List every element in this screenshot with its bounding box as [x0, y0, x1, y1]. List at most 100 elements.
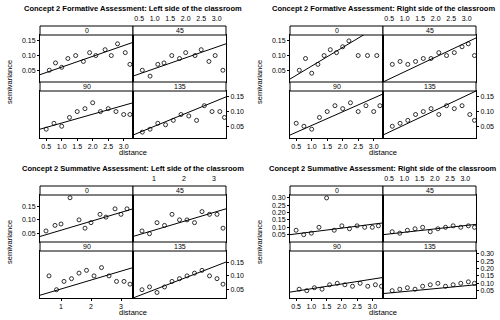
svg-text:Concept 2 Summative Assessment: Concept 2 Summative Assessment: Right si… [269, 164, 497, 173]
svg-text:2: 2 [182, 175, 186, 182]
svg-text:0.20: 0.20 [272, 209, 286, 216]
svg-text:1.0: 1.0 [306, 303, 316, 310]
svg-text:3.0: 3.0 [119, 143, 129, 150]
svg-text:0.20: 0.20 [480, 265, 494, 272]
svg-text:2.0: 2.0 [431, 15, 441, 22]
svg-text:0: 0 [335, 187, 339, 194]
svg-text:2: 2 [89, 303, 93, 310]
svg-text:0.5: 0.5 [384, 15, 394, 22]
svg-text:0.05: 0.05 [480, 287, 494, 294]
svg-text:0.05: 0.05 [272, 231, 286, 238]
svg-text:0.5: 0.5 [41, 143, 51, 150]
svg-text:distance: distance [369, 148, 397, 157]
svg-text:1: 1 [152, 175, 156, 182]
svg-text:3.0: 3.0 [460, 175, 470, 182]
svg-text:2.0: 2.0 [337, 303, 347, 310]
svg-text:0.05: 0.05 [230, 286, 244, 293]
svg-text:0.25: 0.25 [480, 258, 494, 265]
svg-text:45: 45 [426, 27, 434, 34]
svg-text:0.5: 0.5 [291, 303, 301, 310]
svg-text:1.5: 1.5 [415, 175, 425, 182]
svg-text:135: 135 [174, 83, 186, 90]
svg-text:0.15: 0.15 [22, 37, 36, 44]
svg-text:2.5: 2.5 [103, 143, 113, 150]
svg-text:0.05: 0.05 [22, 230, 36, 237]
svg-text:3.0: 3.0 [212, 15, 222, 22]
svg-text:0: 0 [85, 187, 89, 194]
svg-text:45: 45 [426, 187, 434, 194]
svg-text:0.05: 0.05 [22, 67, 36, 74]
svg-text:90: 90 [333, 243, 341, 250]
svg-text:0: 0 [85, 27, 89, 34]
svg-text:2.0: 2.0 [338, 143, 348, 150]
svg-text:2.0: 2.0 [88, 143, 98, 150]
svg-text:3: 3 [212, 175, 216, 182]
svg-text:90: 90 [83, 243, 91, 250]
svg-text:1.5: 1.5 [415, 15, 425, 22]
svg-text:0.15: 0.15 [272, 216, 286, 223]
svg-text:1.5: 1.5 [72, 143, 82, 150]
svg-text:0.10: 0.10 [480, 108, 494, 115]
svg-text:1: 1 [59, 303, 63, 310]
svg-text:0.05: 0.05 [230, 123, 244, 130]
svg-text:1.0: 1.0 [307, 143, 317, 150]
svg-text:2.0: 2.0 [430, 175, 440, 182]
svg-text:Concept 2 Formative Assessment: Concept 2 Formative Assessment: Left sid… [24, 4, 242, 13]
svg-text:90: 90 [83, 83, 91, 90]
svg-text:0: 0 [335, 27, 339, 34]
svg-text:0.10: 0.10 [22, 216, 36, 223]
svg-text:0.15: 0.15 [22, 203, 36, 210]
svg-text:Concept 2 Summative Assessment: Concept 2 Summative Assessment: Left sid… [22, 164, 244, 173]
svg-text:90: 90 [333, 83, 341, 90]
svg-text:0.10: 0.10 [272, 224, 286, 231]
svg-text:0.05: 0.05 [480, 123, 494, 130]
svg-text:0.15: 0.15 [480, 272, 494, 279]
svg-text:2.0: 2.0 [181, 15, 191, 22]
svg-text:1.0: 1.0 [57, 143, 67, 150]
svg-text:135: 135 [424, 83, 436, 90]
svg-text:0.5: 0.5 [134, 15, 144, 22]
svg-text:semivariance: semivariance [5, 220, 14, 264]
svg-text:1.0: 1.0 [399, 175, 409, 182]
svg-text:0.5: 0.5 [384, 175, 394, 182]
svg-text:2.5: 2.5 [352, 303, 362, 310]
svg-text:0.15: 0.15 [272, 37, 286, 44]
svg-text:45: 45 [176, 187, 184, 194]
svg-text:2.5: 2.5 [446, 15, 456, 22]
svg-text:2.5: 2.5 [196, 15, 206, 22]
svg-text:3.0: 3.0 [367, 303, 377, 310]
svg-text:0.10: 0.10 [480, 280, 494, 287]
svg-text:2.5: 2.5 [445, 175, 455, 182]
svg-text:1.5: 1.5 [322, 303, 332, 310]
svg-text:distance: distance [119, 308, 147, 317]
svg-text:45: 45 [176, 27, 184, 34]
svg-text:1.0: 1.0 [150, 15, 160, 22]
svg-text:0.30: 0.30 [480, 250, 494, 257]
svg-text:0.15: 0.15 [480, 93, 494, 100]
svg-text:1.0: 1.0 [400, 15, 410, 22]
svg-text:distance: distance [119, 148, 147, 157]
svg-text:semivariance: semivariance [255, 60, 264, 104]
svg-text:135: 135 [424, 243, 436, 250]
svg-text:Concept 2 Formative Assessment: Concept 2 Formative Assessment: Right si… [272, 4, 495, 13]
svg-text:135: 135 [174, 243, 186, 250]
svg-text:0.25: 0.25 [272, 202, 286, 209]
svg-text:0.5: 0.5 [291, 143, 301, 150]
svg-text:1.5: 1.5 [165, 15, 175, 22]
svg-text:0.30: 0.30 [272, 194, 286, 201]
svg-text:2.5: 2.5 [353, 143, 363, 150]
svg-text:0.10: 0.10 [272, 52, 286, 59]
svg-text:0.05: 0.05 [272, 67, 286, 74]
svg-text:distance: distance [369, 308, 397, 317]
svg-text:0.15: 0.15 [230, 93, 244, 100]
svg-text:3: 3 [119, 303, 123, 310]
svg-text:0.15: 0.15 [230, 259, 244, 266]
svg-text:0.10: 0.10 [230, 272, 244, 279]
svg-text:semivariance: semivariance [255, 220, 264, 264]
svg-text:0.10: 0.10 [22, 52, 36, 59]
svg-text:0.10: 0.10 [230, 108, 244, 115]
svg-text:3.0: 3.0 [462, 15, 472, 22]
svg-text:semivariance: semivariance [5, 60, 14, 104]
svg-text:3.0: 3.0 [369, 143, 379, 150]
svg-text:1.5: 1.5 [322, 143, 332, 150]
